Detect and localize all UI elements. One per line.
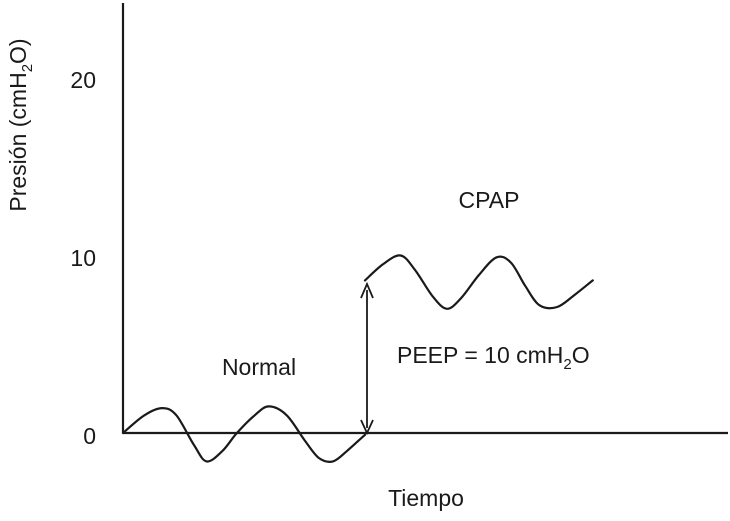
- y-tick-label: 20: [70, 67, 96, 93]
- annotation-peep: PEEP = 10 cmH2O: [397, 342, 590, 373]
- y-axis-title-text: Presión (cmH2O): [5, 38, 36, 211]
- peep-arrow-head-up: [360, 281, 374, 299]
- y-tick-label: 10: [70, 245, 96, 271]
- annotation-normal: Normal: [222, 354, 296, 380]
- y-axis-title: Presión (cmH2O): [5, 38, 36, 211]
- peep-arrow: [360, 281, 374, 436]
- x-axis-title: Tiempo: [388, 485, 464, 511]
- y-tick-label: 0: [83, 423, 96, 449]
- annotation-cpap: CPAP: [459, 187, 520, 213]
- peep-arrow-head-down: [360, 419, 374, 436]
- series-normal-line: [121, 405, 367, 463]
- series-cpap-line: [363, 254, 594, 310]
